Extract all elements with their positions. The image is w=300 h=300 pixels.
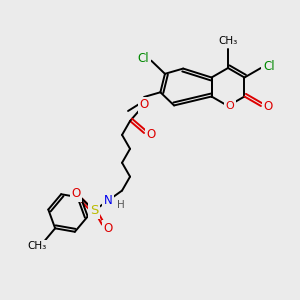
Text: O: O — [71, 187, 81, 200]
Text: Cl: Cl — [137, 52, 149, 65]
Text: N: N — [104, 194, 112, 207]
Text: O: O — [226, 101, 234, 111]
Text: O: O — [140, 98, 149, 112]
Text: O: O — [146, 128, 156, 142]
Text: O: O — [263, 100, 272, 112]
Text: CH₃: CH₃ — [28, 241, 47, 250]
Text: CH₃: CH₃ — [218, 36, 238, 46]
Text: S: S — [90, 204, 98, 217]
Text: O: O — [103, 222, 113, 235]
Text: H: H — [117, 200, 125, 210]
Text: Cl: Cl — [263, 59, 275, 73]
